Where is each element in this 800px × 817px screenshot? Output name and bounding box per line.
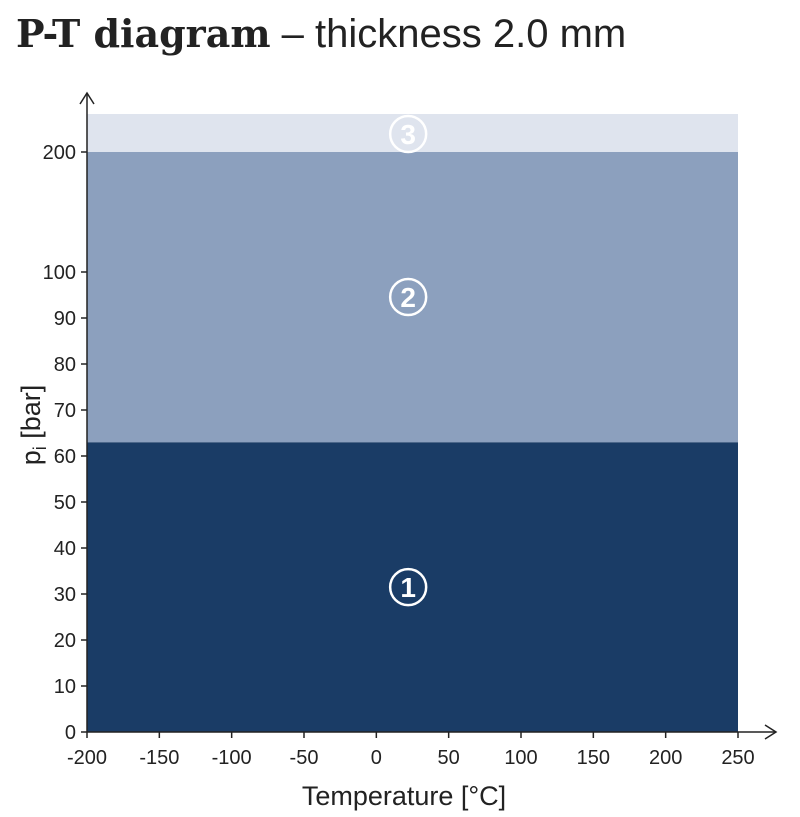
axes-layer <box>79 91 778 740</box>
y-tick-label: 10 <box>54 676 76 698</box>
zone-1-label: 1 <box>400 572 416 603</box>
x-axis-label: Temperature [°C] <box>302 781 506 811</box>
chart-title-rest: – thickness 2.0 mm <box>281 12 627 56</box>
y-ticks-layer: 0 10 20 30 40 50 60 70 80 90 100 200 <box>43 142 87 744</box>
zone-3-label: 3 <box>400 119 416 150</box>
x-tick-label: -200 <box>67 747 107 769</box>
y-tick-label: 20 <box>54 630 76 652</box>
x-tick-label: -100 <box>212 747 252 769</box>
x-ticks-layer: -200 -150 -100 -50 0 50 100 150 200 250 <box>67 732 755 769</box>
x-tick-label: -50 <box>290 747 319 769</box>
y-axis-label-sub: i <box>30 446 50 450</box>
y-axis-label: pi [bar] <box>16 385 50 466</box>
chart-title-bold: P-T diagram <box>16 11 271 56</box>
y-axis-label-unit: [bar] <box>16 385 46 447</box>
x-tick-label: 0 <box>371 747 382 769</box>
y-tick-label: 100 <box>43 262 76 284</box>
y-tick-label: 80 <box>54 354 76 376</box>
y-tick-label: 40 <box>54 538 76 560</box>
x-tick-label: 50 <box>438 747 460 769</box>
zone-3 <box>87 114 738 152</box>
zone-3-badge <box>388 114 428 154</box>
zone-2-label: 2 <box>400 282 416 313</box>
y-tick-label: 70 <box>54 400 76 422</box>
chart-title: P-T diagram – thickness 2.0 mm <box>16 8 626 60</box>
y-tick-label: 0 <box>65 722 76 744</box>
y-tick-label: 90 <box>54 308 76 330</box>
x-axis-arrow <box>764 724 778 740</box>
y-axis-label-main: p <box>16 450 46 465</box>
zone-1 <box>87 442 738 732</box>
y-tick-label: 200 <box>43 142 76 164</box>
zone-1-badge <box>388 567 428 607</box>
x-tick-label: 100 <box>504 747 537 769</box>
y-axis-arrow <box>79 91 95 105</box>
zone-labels-layer: 1 2 3 <box>388 114 428 607</box>
x-tick-label: 250 <box>721 747 754 769</box>
x-tick-label: -150 <box>139 747 179 769</box>
y-tick-label: 50 <box>54 492 76 514</box>
x-tick-label: 150 <box>577 747 610 769</box>
zones-layer <box>87 114 738 732</box>
zone-2-badge <box>388 277 428 317</box>
x-tick-label: 200 <box>649 747 682 769</box>
y-tick-label: 60 <box>54 446 76 468</box>
y-tick-label: 30 <box>54 584 76 606</box>
zone-2 <box>87 152 738 443</box>
